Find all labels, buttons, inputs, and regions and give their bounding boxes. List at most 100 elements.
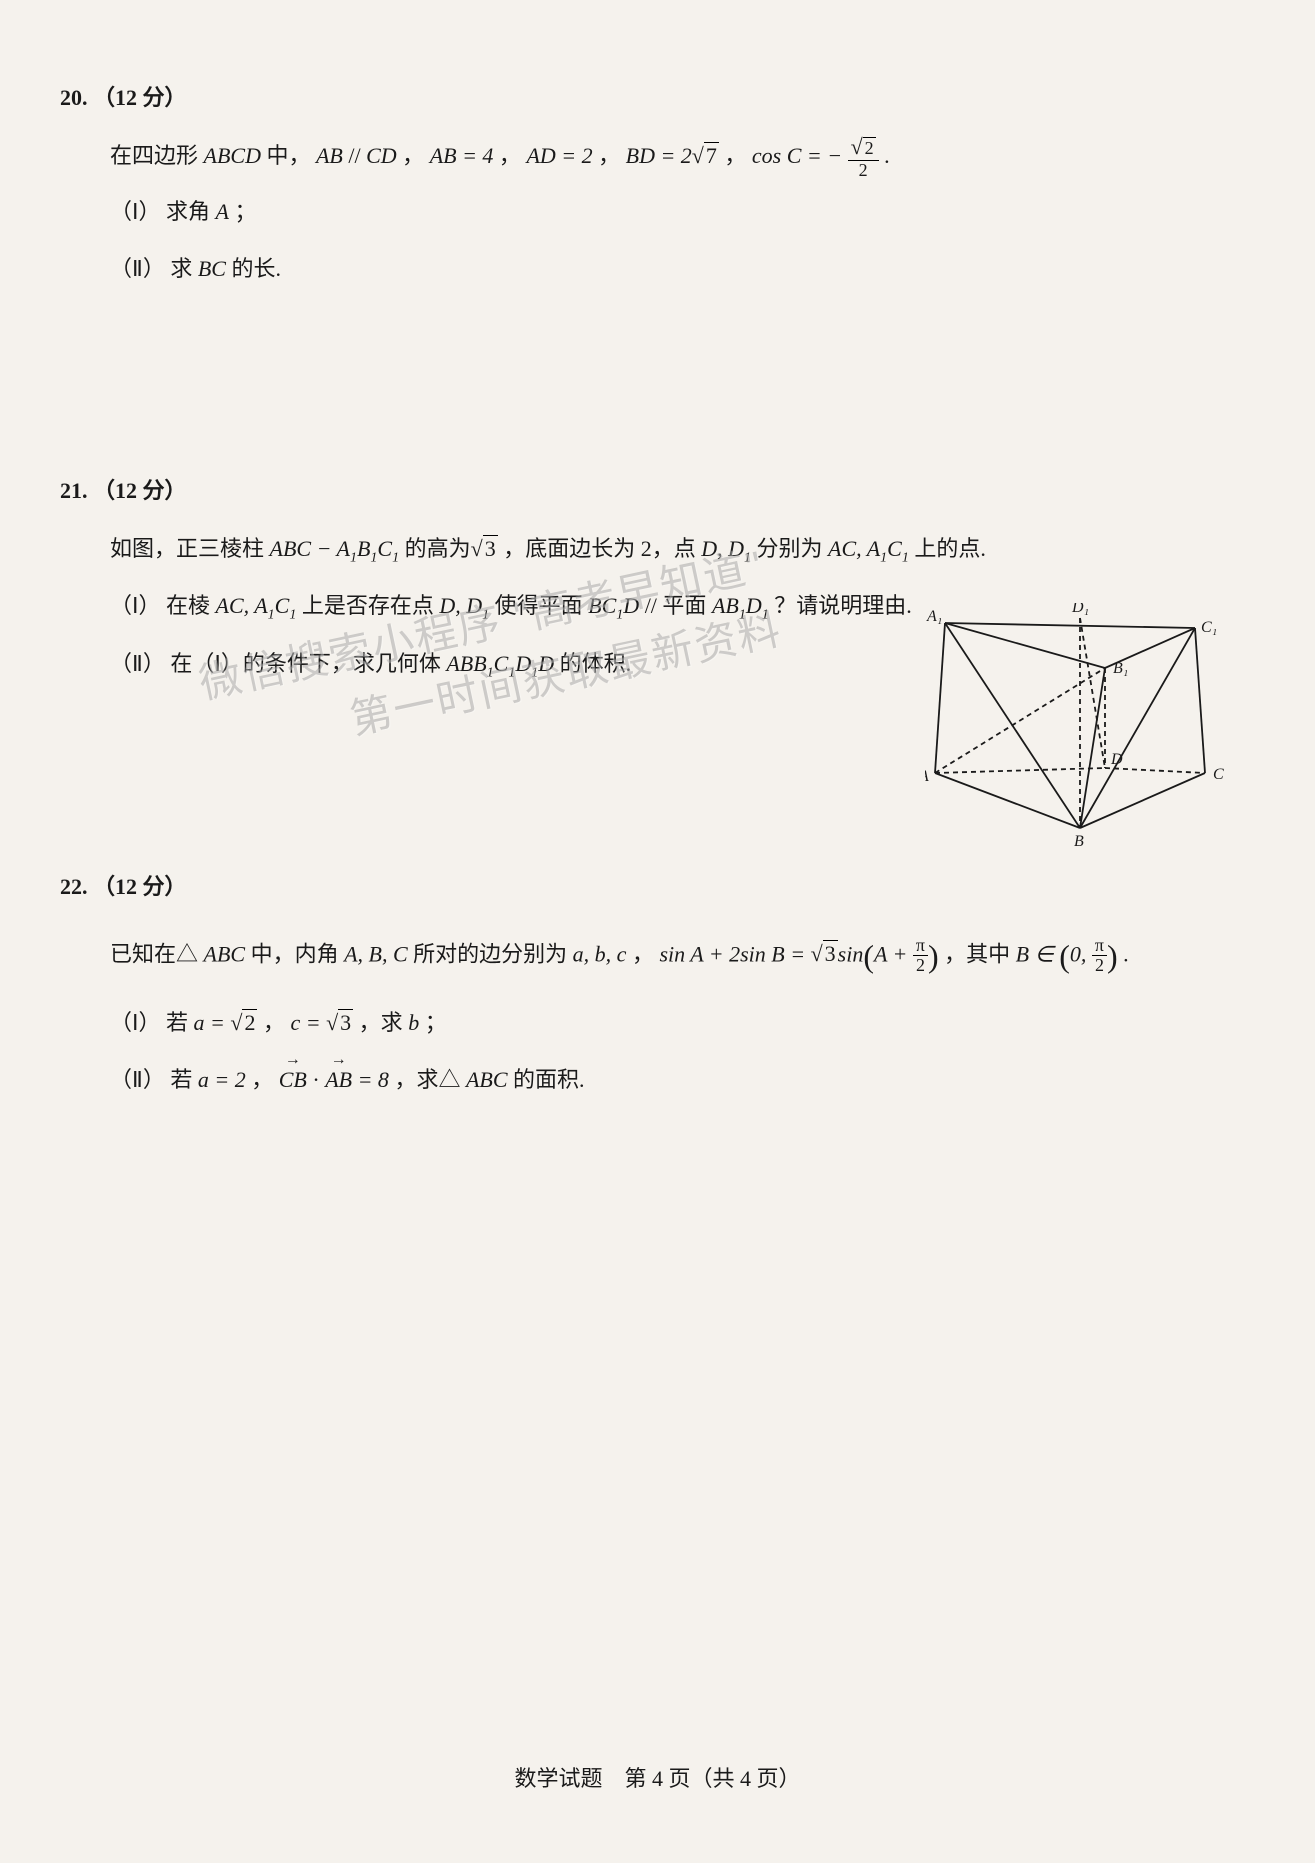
text: 所对的边分别为: [413, 941, 567, 966]
radicand: 3: [823, 940, 838, 966]
fraction: π2: [1092, 936, 1107, 977]
paren-close-icon: ): [1107, 938, 1118, 974]
paren-close-icon: ): [928, 938, 939, 974]
problem-21: 21. （12 分） 如图，正三棱柱 ABC − A1B1C1 的高为3 ，底面…: [60, 473, 1255, 689]
denominator: 2: [848, 161, 879, 181]
text: D: [538, 651, 554, 676]
problem-22-intro: 已知在△ ABC 中，内角 A, B, C 所对的边分别为 a, b, c ， …: [110, 921, 1255, 991]
text: AC, A: [828, 536, 880, 561]
sqrt: 7: [692, 132, 719, 180]
parallel-symbol: //: [348, 143, 366, 168]
text: ，求: [359, 1010, 403, 1035]
math-var: b: [408, 1010, 419, 1035]
text: ，其中: [944, 941, 1010, 966]
sqrt: 3: [326, 999, 353, 1047]
subscript: 1: [739, 608, 746, 623]
problem-20-intro: 在四边形 ABCD 中， AB // CD ， AB = 4 ， AD = 2 …: [110, 132, 1255, 180]
text: D: [746, 593, 762, 618]
math-expr: D, D1: [439, 593, 489, 618]
text: 在棱: [166, 593, 210, 618]
math-var: ABC: [204, 941, 246, 966]
problem-20-part1: （Ⅰ） 求角 A ；: [110, 188, 1255, 236]
subscript: 1: [902, 551, 909, 566]
svg-text:C₁: C₁: [1201, 619, 1217, 636]
text: 的长.: [231, 256, 281, 281]
text: ，求△: [394, 1067, 460, 1092]
numerator: 2: [848, 135, 879, 160]
prism-svg: A₁D₁C₁B₁ADCB: [925, 603, 1235, 853]
radicand: 3: [338, 1009, 353, 1035]
text: C: [275, 593, 290, 618]
subscript: 1: [744, 551, 751, 566]
text: BC: [588, 593, 616, 618]
problem-points: （12 分）: [93, 85, 187, 110]
problem-20-header: 20. （12 分）: [60, 80, 1255, 112]
svg-text:C: C: [1213, 766, 1224, 783]
problem-20: 20. （12 分） 在四边形 ABCD 中， AB // CD ， AB = …: [60, 80, 1255, 293]
math-var: ABCD: [204, 143, 261, 168]
svg-text:D: D: [1110, 751, 1123, 768]
text: 的高为: [405, 536, 471, 561]
math-expr: AC, A1C1: [828, 536, 909, 561]
text: D, D: [701, 536, 744, 561]
text: .: [884, 143, 890, 168]
math-expr: a = 2: [198, 1067, 246, 1092]
text: 已知在△: [110, 941, 198, 966]
text: 求角: [166, 199, 210, 224]
text: D, D: [439, 593, 482, 618]
text: ，: [724, 143, 746, 168]
paren-open-icon: (: [1059, 938, 1070, 974]
part-label: （Ⅱ）: [110, 1067, 165, 1092]
text: 平面: [662, 593, 706, 618]
part-label: （Ⅰ）: [110, 199, 161, 224]
part-label: （Ⅰ）: [110, 1010, 161, 1035]
text: ABC − A: [270, 536, 350, 561]
subscript: 1: [289, 608, 296, 623]
problem-22-body: 已知在△ ABC 中，内角 A, B, C 所对的边分别为 a, b, c ， …: [60, 921, 1255, 1104]
problem-number: 22.: [60, 874, 88, 899]
math-var: a, b, c: [573, 941, 627, 966]
text: C: [377, 536, 392, 561]
math-expr: cos C = −: [752, 143, 842, 168]
problem-number: 20.: [60, 85, 88, 110]
math-expr: ABC − A1B1C1: [270, 536, 400, 561]
text: 上的点.: [914, 536, 986, 561]
math-expr: sin: [838, 941, 864, 966]
fraction: π2: [913, 936, 928, 977]
vector: CB: [279, 1056, 307, 1104]
math-expr: ABB1C1D1D: [446, 651, 554, 676]
numerator: π: [1092, 936, 1107, 957]
text: ，: [632, 941, 654, 966]
text: ，: [251, 1067, 273, 1092]
text: 如图，正三棱柱: [110, 536, 264, 561]
text: 中，内角: [251, 941, 339, 966]
math-expr: BC1D: [588, 593, 639, 618]
text: C: [494, 651, 509, 676]
subscript: 1: [392, 551, 399, 566]
math-expr: A +: [874, 941, 913, 966]
subscript: 1: [268, 608, 275, 623]
math-expr: AB1D1: [712, 593, 769, 618]
math-var: AB: [316, 143, 343, 168]
paren-open-icon: (: [863, 938, 874, 974]
svg-text:A₁: A₁: [926, 608, 942, 625]
svg-text:A: A: [925, 768, 929, 785]
text: 上是否存在点: [302, 593, 434, 618]
text: 在四边形: [110, 143, 198, 168]
math-var: A: [216, 199, 229, 224]
text: 在（Ⅰ）的条件下，求几何体: [170, 651, 441, 676]
problem-20-body: 在四边形 ABCD 中， AB // CD ， AB = 4 ， AD = 2 …: [60, 132, 1255, 293]
text: ，: [402, 143, 424, 168]
math-expr: AC, A1C1: [216, 593, 297, 618]
radicand: 2: [863, 137, 876, 158]
math-expr: sin A + 2sin B =: [659, 941, 810, 966]
part-label: （Ⅰ）: [110, 593, 161, 618]
math-expr: 0,: [1070, 941, 1092, 966]
subscript: 1: [482, 608, 489, 623]
math-expr: AD = 2: [526, 143, 592, 168]
text: B: [357, 536, 370, 561]
math-expr: B ∈: [1016, 941, 1060, 966]
text: 使得平面: [495, 593, 583, 618]
math-var: CD: [366, 143, 397, 168]
problem-22-part2: （Ⅱ） 若 a = 2 ， CB · AB = 8 ，求△ ABC 的面积.: [110, 1056, 1255, 1104]
